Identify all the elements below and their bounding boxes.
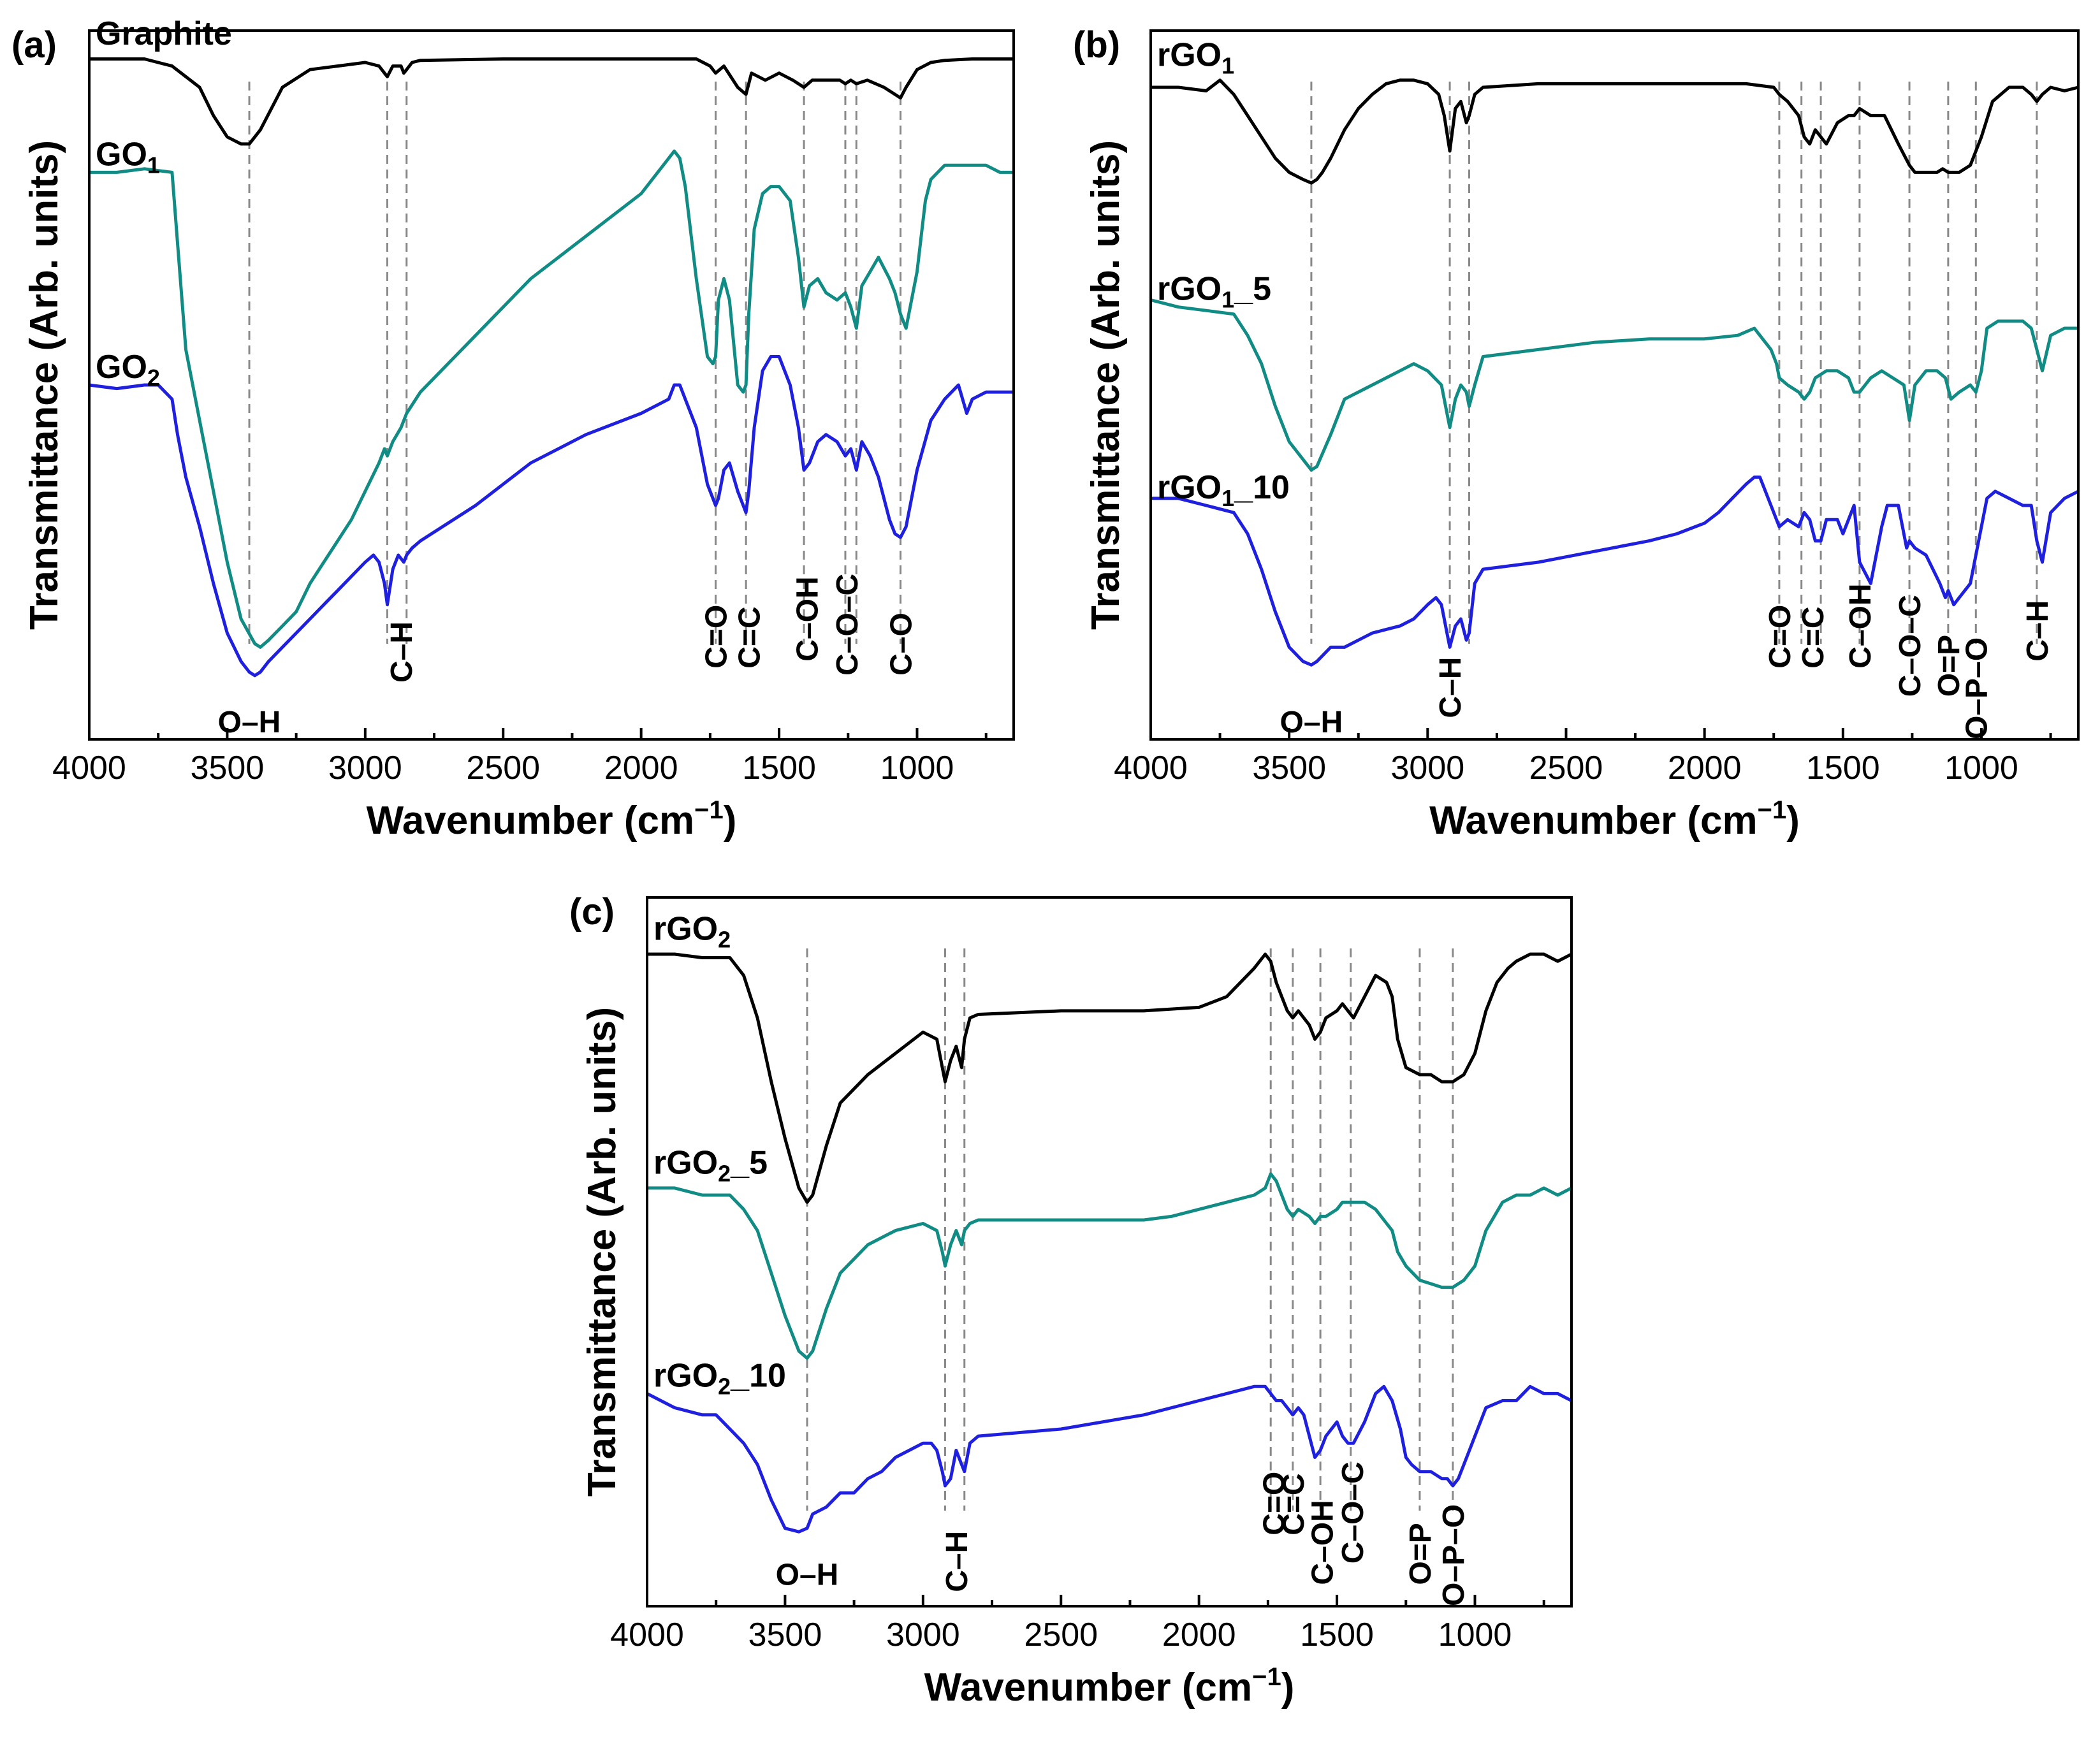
plot-frame [1149, 29, 2080, 741]
x-tick-label: 4000 [1114, 750, 1188, 787]
series-label: rGO1_10 [1157, 469, 1290, 511]
peak-label: C–O–C [831, 574, 864, 676]
series-label: rGO1_5 [1157, 271, 1271, 313]
series-line-Graphite [89, 57, 1014, 146]
x-tick-label: 2500 [1024, 1616, 1098, 1653]
peak-label: C–O [885, 613, 919, 676]
peak-label: C–O–C [1893, 595, 1927, 697]
peak-label: C–OH [1306, 1500, 1339, 1585]
x-tick-label: 2500 [1529, 750, 1603, 787]
series-line-GO2 [89, 355, 1014, 678]
x-axis-label: Wavenumber (cm−1) [1429, 796, 1800, 843]
x-tick-label: 1000 [880, 750, 954, 787]
panel-letter: (a) [11, 24, 57, 66]
series-label: GO2 [96, 349, 160, 391]
peak-label: C–H [1434, 657, 1468, 718]
peak-label: C–H [940, 1531, 974, 1592]
peak-label: O=P [1932, 635, 1966, 697]
series-line-rGO2-5 [647, 1172, 1573, 1360]
peak-label: C–O–C [1336, 1462, 1370, 1564]
panel-letter: (b) [1073, 24, 1120, 66]
x-axis-label: Wavenumber (cm−1) [367, 796, 737, 843]
series-label: rGO2_10 [653, 1357, 786, 1399]
series-line-rGO1-5 [1150, 298, 2078, 472]
x-tick-label: 1500 [1300, 1616, 1374, 1653]
series-line-GO1 [89, 149, 1014, 649]
x-tick-label: 1000 [1944, 750, 2018, 787]
peak-label: C–H [385, 621, 419, 683]
peak-label: O–H [776, 1558, 839, 1592]
series-line-rGO2-10 [646, 1384, 1573, 1534]
peak-label: C=O [700, 605, 734, 669]
peak-label: O=P [1404, 1523, 1438, 1585]
peak-label: C=O [1763, 605, 1797, 669]
x-tick-label: 3000 [886, 1616, 960, 1653]
peak-label: O–P–O [1960, 637, 1994, 739]
y-axis-label: Transmittance (Arb. units) [580, 1007, 624, 1497]
peak-label: C=C [1797, 606, 1830, 668]
peak-label: C–H [2021, 600, 2055, 662]
x-tick-label: 1000 [1438, 1616, 1512, 1653]
x-axis-label: Wavenumber (cm−1) [924, 1663, 1295, 1709]
x-tick-label: 3500 [748, 1616, 822, 1653]
x-tick-label: 3000 [328, 750, 402, 787]
series-label: rGO2 [653, 911, 731, 953]
series-line-rGO1-10 [1151, 475, 2080, 667]
x-tick-label: 1500 [742, 750, 816, 787]
x-tick-label: 2000 [604, 750, 678, 787]
series-label: rGO1 [1157, 37, 1234, 79]
peak-label: C=C [733, 606, 767, 668]
x-tick-label: 2500 [466, 750, 540, 787]
x-tick-label: 3500 [191, 750, 265, 787]
x-tick-label: 2000 [1668, 750, 1742, 787]
plot-frame [646, 896, 1573, 1608]
peak-label: C=C [1277, 1473, 1311, 1535]
x-tick-label: 4000 [610, 1616, 684, 1653]
x-tick-label: 4000 [52, 750, 126, 787]
peak-label: C–OH [791, 576, 824, 661]
x-tick-label: 2000 [1162, 1616, 1236, 1653]
chart-panel-c: (c) rGO2 rGO2_5 rGO2_10 O–H C–H C=OC=CC–OHC–O–… [569, 891, 1573, 1709]
series-label: rGO2_5 [653, 1145, 768, 1187]
x-tick-label: 3500 [1252, 750, 1326, 787]
plot-frame [88, 29, 1015, 741]
peak-label: O–P–O [1437, 1504, 1471, 1606]
panel-letter: (c) [569, 891, 615, 933]
x-tick-label: 3000 [1390, 750, 1464, 787]
peak-label: C–OH [1844, 583, 1878, 668]
series-label: GO1 [96, 136, 160, 178]
y-axis-label: Transmittance (Arb. units) [22, 140, 66, 630]
x-tick-label: 1500 [1806, 750, 1880, 787]
peak-label: C=O [1258, 1472, 1292, 1535]
series-line-rGO2 [647, 952, 1573, 1204]
series-line-rGO1 [1151, 78, 2079, 185]
series-label: Graphite [96, 15, 232, 52]
y-axis-label: Transmittance (Arb. units) [1084, 140, 1128, 630]
